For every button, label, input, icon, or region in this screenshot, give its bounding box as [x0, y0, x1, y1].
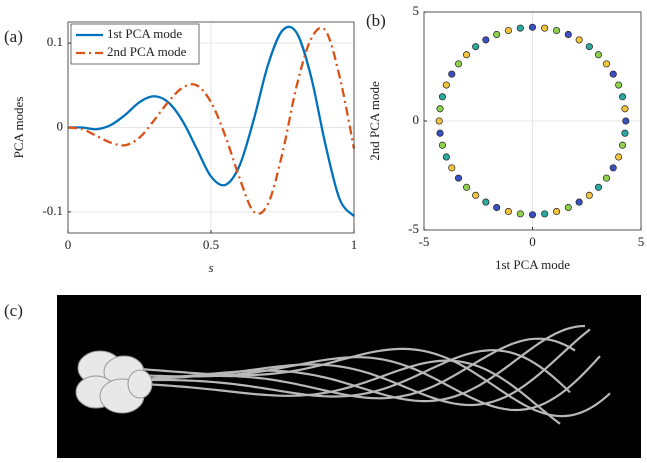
- legend-label: 2nd PCA mode: [107, 44, 187, 59]
- line-series: [67, 25, 355, 217]
- x-axis-label: s: [208, 260, 213, 275]
- scatter-point: [516, 210, 524, 218]
- y-tick-label: -5: [408, 221, 419, 236]
- scatter-point: [493, 30, 501, 39]
- scatter-point: [528, 23, 537, 31]
- y-tick-label: 5: [413, 3, 420, 18]
- panel-label: (c): [4, 301, 23, 320]
- scatter-point: [609, 164, 617, 172]
- panel-label: (b): [366, 11, 386, 30]
- scatter-point: [448, 70, 456, 78]
- scatter-point: [504, 26, 512, 35]
- y-tick-label: 0: [413, 112, 420, 127]
- axes-frame: [423, 11, 642, 231]
- scatter-point: [442, 153, 450, 161]
- scatter-point: [438, 93, 446, 101]
- cell-body: [127, 369, 153, 399]
- scatter-point: [615, 81, 623, 89]
- scatter-point: [438, 141, 446, 149]
- scatter-point: [564, 203, 572, 212]
- x-tick-label: 0: [529, 234, 536, 249]
- scatter-point: [575, 198, 583, 206]
- flagellum: [139, 359, 561, 425]
- flagellum: [139, 337, 576, 400]
- scatter-point: [619, 141, 627, 149]
- scatter-point: [594, 51, 603, 59]
- x-tick-label: 0.5: [203, 237, 219, 252]
- scatter-point: [442, 81, 450, 89]
- scatter-point: [575, 36, 583, 44]
- legend-label: 1st PCA mode: [107, 26, 182, 41]
- scatter-point: [615, 153, 623, 161]
- scatter-point: [564, 30, 572, 39]
- scatter-point: [541, 24, 549, 32]
- scatter-point: [621, 129, 629, 137]
- scatter-point: [482, 36, 490, 44]
- panel-label: (a): [4, 27, 23, 46]
- scatter-point: [448, 164, 456, 172]
- scatter-point: [472, 191, 480, 199]
- x-axis-label: 1st PCA mode: [495, 257, 570, 272]
- scatter-point: [472, 43, 480, 51]
- y-tick-label: -0.1: [42, 203, 63, 218]
- y-tick-label: 0.1: [47, 34, 63, 49]
- scatter-point: [462, 183, 471, 191]
- micrograph: [57, 295, 641, 458]
- scatter-point: [621, 105, 629, 113]
- scatter-point: [482, 198, 490, 206]
- scatter-point: [602, 174, 611, 182]
- line-series: [67, 26, 356, 215]
- scatter-point: [454, 60, 463, 68]
- scatter-point: [516, 24, 524, 32]
- scatter-point: [622, 117, 630, 125]
- x-tick-label: 1: [351, 237, 358, 252]
- scatter-point: [585, 191, 593, 199]
- scatter-point: [602, 60, 611, 68]
- scatter-point: [504, 207, 512, 216]
- scatter-point: [435, 117, 443, 125]
- scatter-point: [493, 203, 501, 212]
- scatter-point: [462, 51, 471, 59]
- flagellum: [139, 324, 586, 403]
- flagellum: [139, 349, 571, 398]
- scatter-point: [553, 26, 561, 35]
- scatter-point: [528, 211, 537, 219]
- y-axis-label: 2nd PCA mode: [367, 81, 382, 161]
- scatter-point: [594, 183, 603, 191]
- legend-box: [70, 23, 200, 65]
- scatter-point: [454, 174, 463, 182]
- x-tick-label: 0: [65, 237, 72, 252]
- x-tick-label: 5: [638, 234, 645, 249]
- axes-frame: [67, 21, 355, 234]
- x-tick-label: -5: [419, 234, 430, 249]
- scatter-point: [585, 43, 593, 51]
- scatter-point: [541, 210, 549, 218]
- scatter-point: [609, 70, 617, 78]
- y-tick-label: 0: [57, 118, 64, 133]
- scatter-point: [619, 93, 627, 101]
- scatter-point: [553, 207, 561, 216]
- scatter-point: [436, 105, 444, 113]
- scatter-point: [436, 129, 444, 137]
- y-axis-label: PCA modes: [11, 97, 26, 159]
